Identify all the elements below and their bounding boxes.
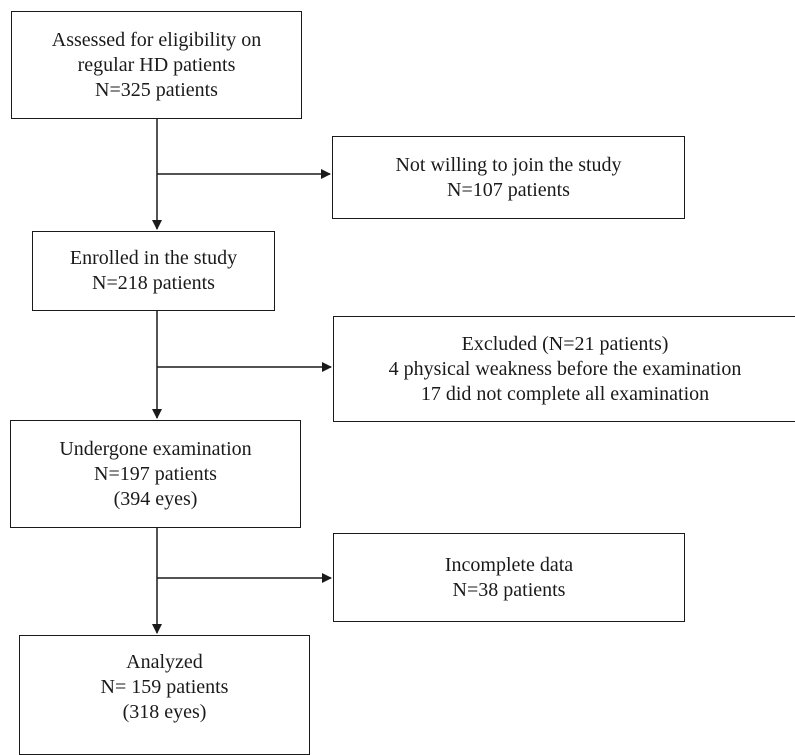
incomplete-label: Incomplete data [444, 553, 574, 576]
analyzed-eyes: (318 eyes) [122, 701, 207, 723]
eligibility-line-1: Assessed for eligibility on [51, 28, 262, 51]
incomplete-count: N=38 patients [452, 578, 566, 601]
enrolled-count: N=218 patients [92, 272, 215, 294]
examined-box: Undergone examination N=197 patients (39… [10, 420, 301, 528]
analyzed-box: Analyzed N= 159 patients (318 eyes) [19, 635, 310, 755]
examined-count: N=197 patients [94, 462, 217, 485]
excluded-box: Excluded (N=21 patients) 4 physical weak… [333, 316, 795, 422]
incomplete-data-box: Incomplete data N=38 patients [333, 533, 685, 622]
not-willing-box: Not willing to join the study N=107 pati… [332, 136, 685, 219]
analyzed-label: Analyzed [126, 651, 203, 673]
eligibility-box: Assessed for eligibility on regular HD p… [11, 11, 302, 119]
enrolled-box: Enrolled in the study N=218 patients [32, 231, 275, 311]
analyzed-count: N= 159 patients [100, 676, 229, 698]
eligibility-line-2: regular HD patients [77, 53, 236, 76]
excluded-reason-weakness: 4 physical weakness before the examinati… [388, 357, 742, 380]
not-willing-label: Not willing to join the study [395, 153, 622, 176]
excluded-reason-incomplete-exam: 17 did not complete all examination [420, 382, 710, 405]
eligibility-count: N=325 patients [95, 78, 218, 101]
examined-eyes: (394 eyes) [113, 487, 198, 510]
not-willing-count: N=107 patients [447, 178, 570, 201]
excluded-label: Excluded (N=21 patients) [461, 332, 669, 355]
enrolled-label: Enrolled in the study [69, 247, 238, 269]
examined-label: Undergone examination [59, 437, 252, 460]
